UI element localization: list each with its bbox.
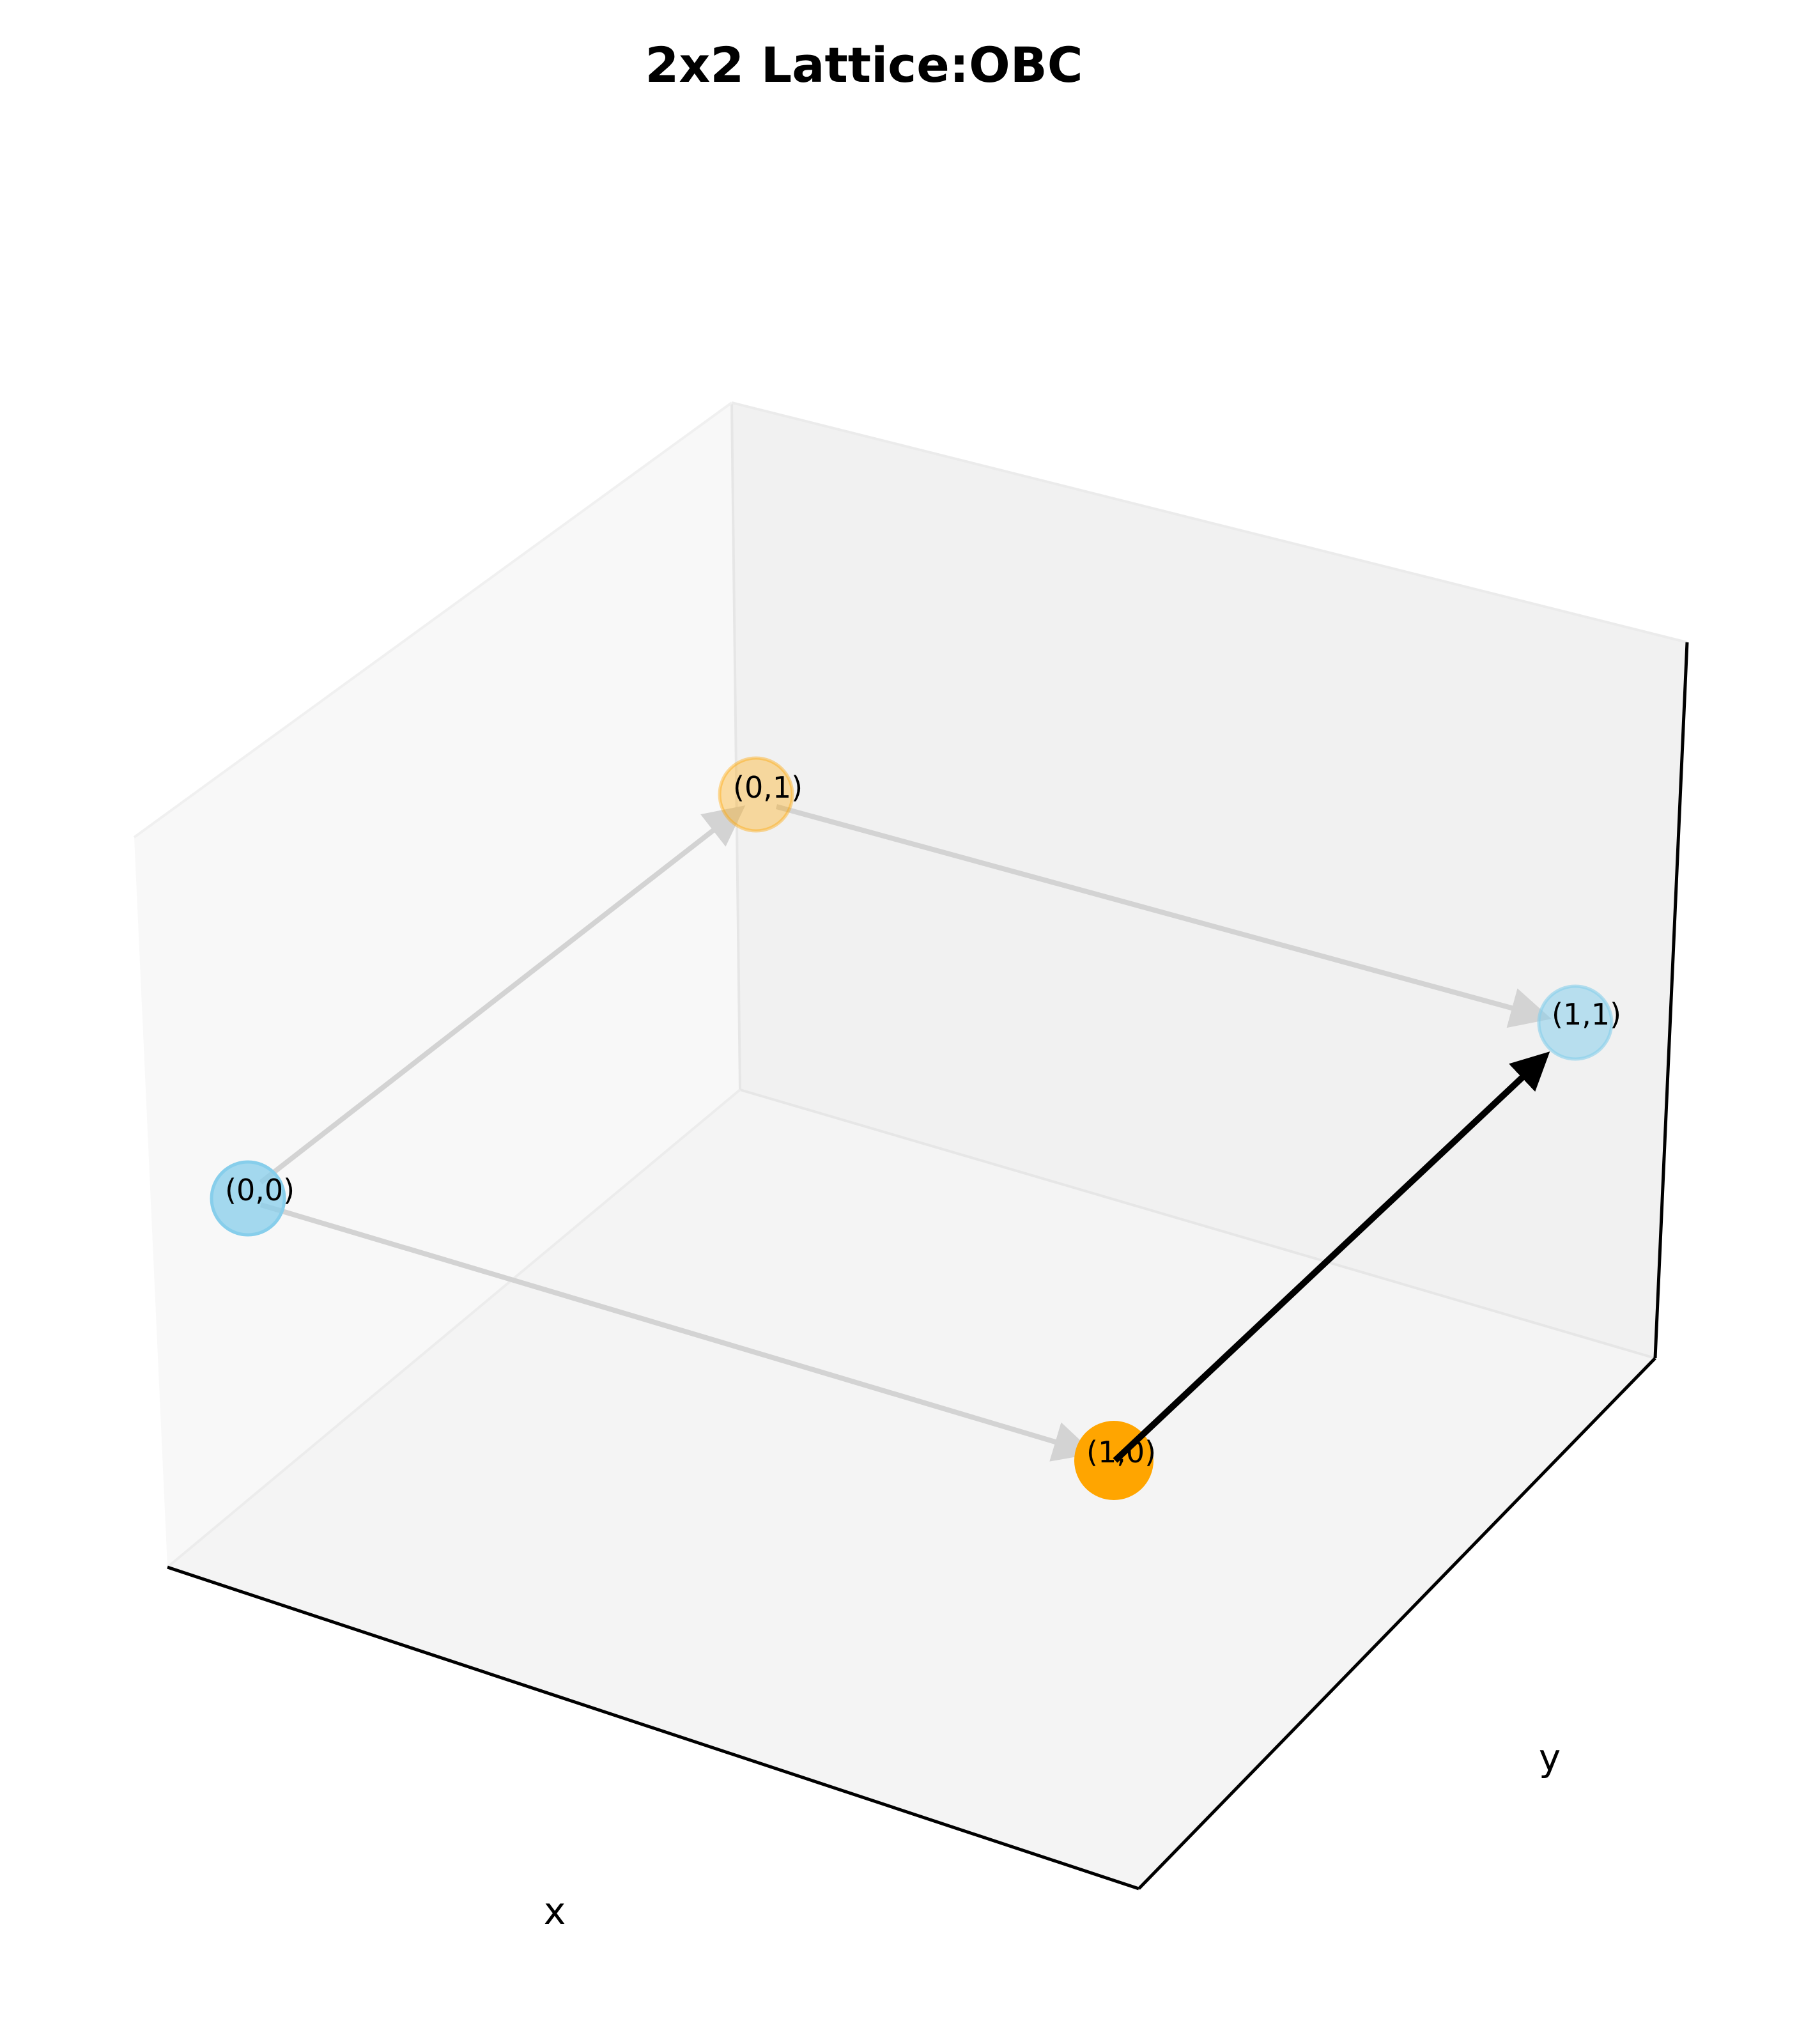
page-title: 2x2 Lattice:OBC [645,36,1083,93]
y-axis-label: y [1539,1736,1561,1779]
node-label: (0,1) [733,770,803,805]
node-label: (0,0) [225,1173,295,1207]
x-axis-label: x [544,1889,566,1933]
node-label: (1,1) [1552,997,1621,1032]
node-label: (1,0) [1086,1435,1156,1469]
